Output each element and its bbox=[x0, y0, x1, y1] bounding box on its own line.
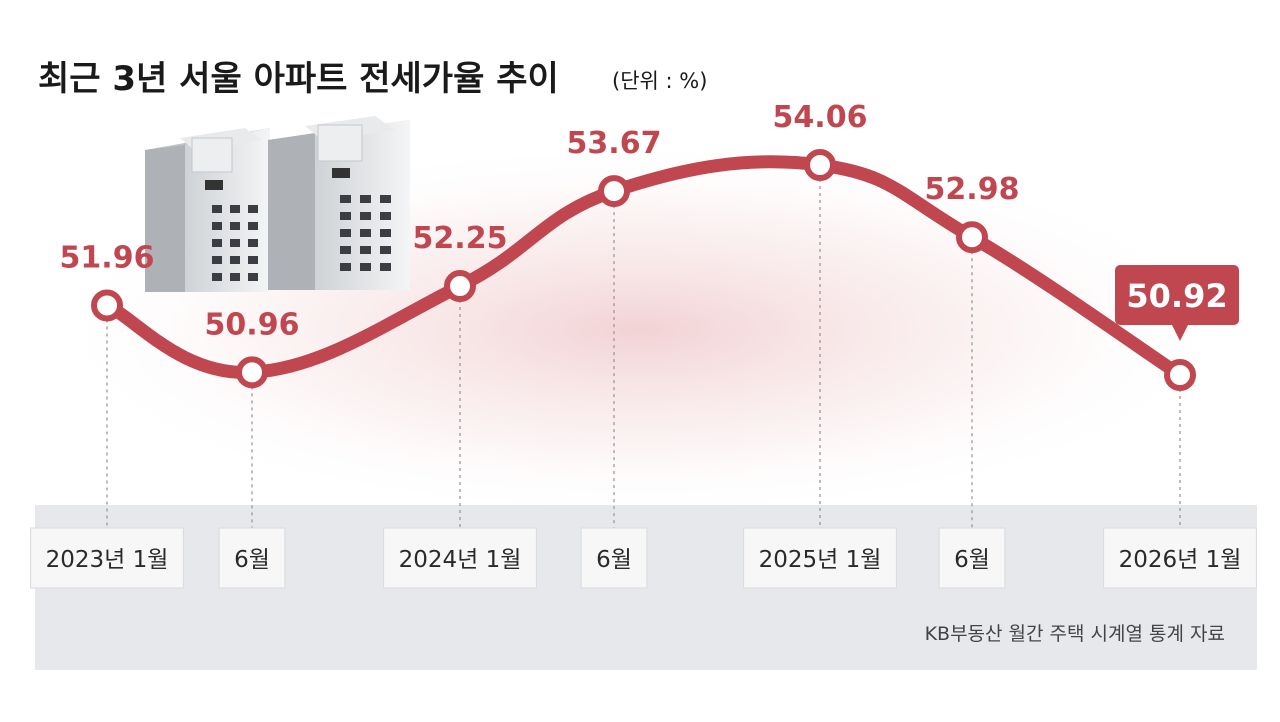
data-point bbox=[956, 221, 988, 254]
data-labels: 51.96 50.96 52.25 53.67 54.06 52.98 50.92 bbox=[60, 100, 1239, 342]
x-tick-box bbox=[30, 527, 184, 589]
x-tick-label: 6월 bbox=[596, 547, 632, 573]
data-points bbox=[91, 149, 1196, 391]
data-point bbox=[804, 149, 836, 181]
data-label: 51.96 bbox=[60, 240, 155, 275]
x-tick-label: 6월 bbox=[954, 547, 990, 573]
x-tick-box bbox=[383, 527, 537, 589]
x-tick-box bbox=[938, 527, 1006, 589]
data-point bbox=[236, 356, 268, 389]
x-axis-ticks: 2023년 1월 6월 2024년 1월 6월 2025년 1월 6월 2026년 1월 bbox=[30, 527, 1257, 589]
data-point bbox=[444, 270, 476, 303]
data-label: 54.06 bbox=[773, 100, 868, 135]
x-tick-label: 2024년 1월 bbox=[399, 547, 522, 573]
x-tick-box bbox=[218, 527, 286, 589]
callout-pointer bbox=[1172, 325, 1188, 341]
data-point bbox=[598, 175, 630, 208]
apartment-building-right-icon bbox=[268, 116, 410, 290]
data-label: 53.67 bbox=[567, 126, 662, 161]
x-tick-box bbox=[1103, 527, 1257, 589]
x-tick-box bbox=[580, 527, 648, 589]
data-label-highlight: 50.92 bbox=[1126, 277, 1227, 315]
source-note: KB부동산 월간 주택 시계열 통계 자료 bbox=[925, 623, 1225, 645]
chart-unit: (단위 : %) bbox=[612, 69, 707, 93]
apartment-building-left-icon bbox=[145, 128, 270, 292]
x-tick-box bbox=[743, 527, 897, 589]
chart-title: 최근 3년 서울 아파트 전세가율 추이 bbox=[38, 59, 559, 99]
x-tick-label: 2025년 1월 bbox=[759, 547, 882, 573]
data-label: 52.98 bbox=[925, 172, 1020, 207]
data-label: 52.25 bbox=[413, 221, 508, 256]
x-tick-label: 2026년 1월 bbox=[1119, 547, 1242, 573]
data-point bbox=[1164, 359, 1196, 391]
x-tick-label: 2023년 1월 bbox=[46, 547, 169, 573]
guide-lines bbox=[106, 179, 1181, 532]
apartment-illustration bbox=[145, 116, 410, 292]
data-label: 50.96 bbox=[205, 307, 300, 342]
callout-box bbox=[1115, 265, 1239, 325]
x-tick-label: 6월 bbox=[234, 547, 270, 573]
data-point bbox=[91, 289, 123, 322]
